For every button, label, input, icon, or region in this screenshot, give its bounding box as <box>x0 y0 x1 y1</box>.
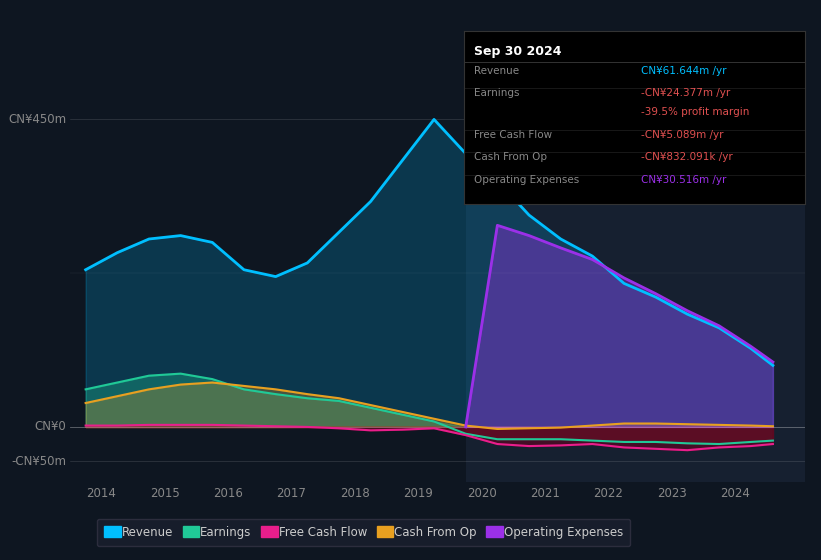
Text: Earnings: Earnings <box>474 88 520 98</box>
Text: CN¥30.516m /yr: CN¥30.516m /yr <box>641 175 727 185</box>
Text: -CN¥5.089m /yr: -CN¥5.089m /yr <box>641 130 723 140</box>
Text: -CN¥832.091k /yr: -CN¥832.091k /yr <box>641 152 733 162</box>
Text: -39.5% profit margin: -39.5% profit margin <box>641 107 750 117</box>
Legend: Revenue, Earnings, Free Cash Flow, Cash From Op, Operating Expenses: Revenue, Earnings, Free Cash Flow, Cash … <box>97 519 631 546</box>
Text: Revenue: Revenue <box>474 66 519 76</box>
Text: Sep 30 2024: Sep 30 2024 <box>474 45 562 58</box>
Text: CN¥61.644m /yr: CN¥61.644m /yr <box>641 66 727 76</box>
Text: Cash From Op: Cash From Op <box>474 152 547 162</box>
Bar <box>466 78 805 482</box>
Text: CN¥450m: CN¥450m <box>8 113 67 126</box>
Text: -CN¥24.377m /yr: -CN¥24.377m /yr <box>641 88 731 98</box>
Text: -CN¥50m: -CN¥50m <box>11 455 67 468</box>
Text: CN¥0: CN¥0 <box>34 421 67 433</box>
Text: Free Cash Flow: Free Cash Flow <box>474 130 553 140</box>
Text: Operating Expenses: Operating Expenses <box>474 175 580 185</box>
